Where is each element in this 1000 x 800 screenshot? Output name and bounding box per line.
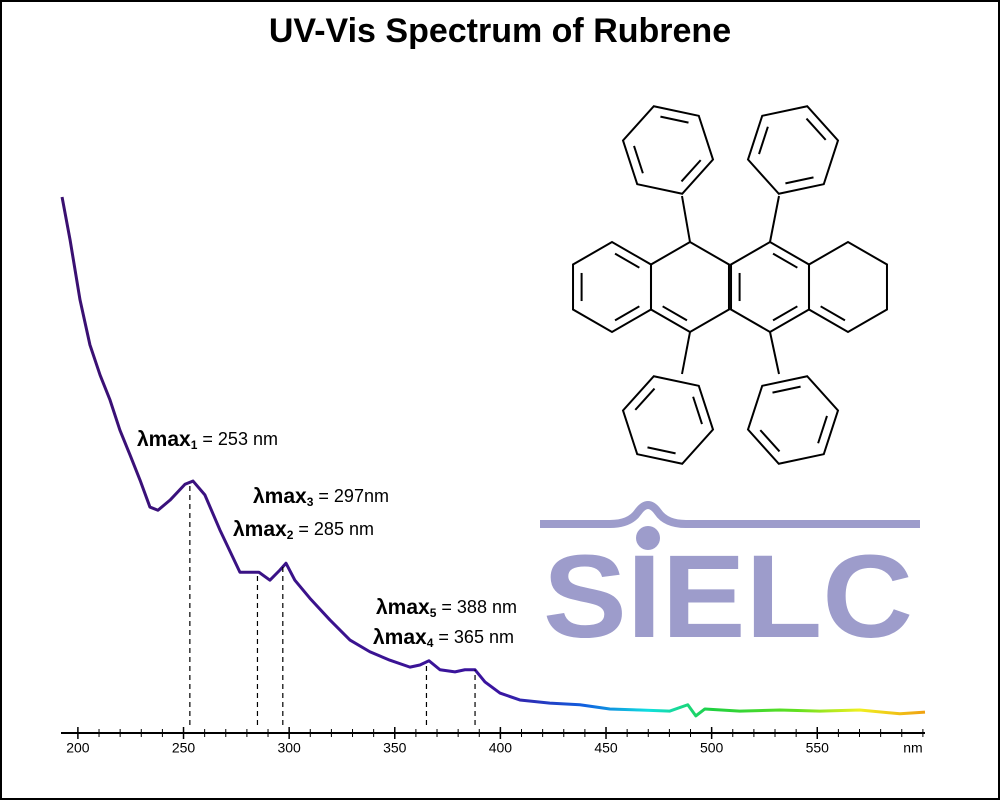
ring (746, 105, 840, 195)
logo: SIELC (540, 501, 920, 663)
x-tick-label: 300 (277, 740, 301, 756)
peak-value: = 365 nm (438, 627, 514, 647)
peak-value: = 388 nm (441, 597, 517, 617)
bond (681, 331, 691, 375)
double-bond (647, 446, 676, 455)
peak-subscript: 4 (427, 636, 434, 650)
molecule (572, 105, 888, 465)
peak-label: λmax2 = 285 nm (233, 518, 374, 543)
peak-symbol: λmax (376, 596, 430, 619)
double-bond (785, 176, 814, 185)
x-tick-label: 350 (383, 740, 407, 756)
peak-label: λmax5 = 388 nm (376, 596, 517, 621)
x-tick-label: 250 (172, 740, 196, 756)
x-tick-label: 200 (66, 740, 90, 756)
peak-value: = 297nm (318, 486, 389, 506)
peak-label: λmax1 = 253 nm (137, 428, 278, 453)
logo-line (540, 501, 920, 528)
bond (681, 195, 691, 243)
peak-value: = 285 nm (298, 519, 374, 539)
peak-subscript: 3 (307, 495, 314, 509)
x-tick-label: 400 (489, 740, 513, 756)
x-tick-label: 500 (700, 740, 724, 756)
peak-subscript: 2 (287, 528, 294, 542)
peak-symbol: λmax (373, 626, 427, 649)
peak-subscript: 1 (191, 438, 198, 452)
x-tick-label: 550 (806, 740, 830, 756)
peak-label: λmax4 = 365 nm (373, 626, 514, 651)
logo-text: SIELC (543, 531, 913, 663)
double-bond (817, 415, 828, 444)
peak-subscript: 5 (430, 606, 437, 620)
double-bond (633, 145, 644, 174)
peak-symbol: λmax (233, 518, 287, 541)
double-bond (692, 396, 703, 425)
double-bond (660, 115, 689, 124)
double-bond (772, 385, 801, 394)
double-bond (614, 252, 640, 269)
double-bond (759, 429, 781, 453)
peak-symbol: λmax (137, 428, 191, 451)
double-bond (805, 117, 827, 141)
double-bond (758, 126, 769, 155)
x-axis-label: nm (903, 740, 922, 756)
double-bond (772, 305, 798, 322)
double-bond (820, 305, 846, 322)
peak-symbol: λmax (253, 485, 307, 508)
peak-value: = 253 nm (202, 429, 278, 449)
double-bond (772, 252, 798, 269)
peak-label: λmax3 = 297nm (253, 485, 389, 510)
ring (621, 375, 715, 465)
ring (746, 375, 840, 465)
double-bond (662, 305, 688, 322)
spectrum-line (60, 196, 926, 718)
double-bond (634, 387, 656, 411)
ring (621, 105, 715, 195)
double-bond (680, 159, 702, 183)
chart-title: UV-Vis Spectrum of Rubrene (269, 12, 731, 50)
logo-dot (636, 526, 660, 550)
double-bond (614, 305, 640, 322)
ring (808, 240, 888, 334)
bond (769, 195, 780, 243)
x-tick-label: 450 (594, 740, 618, 756)
bond (769, 331, 780, 375)
